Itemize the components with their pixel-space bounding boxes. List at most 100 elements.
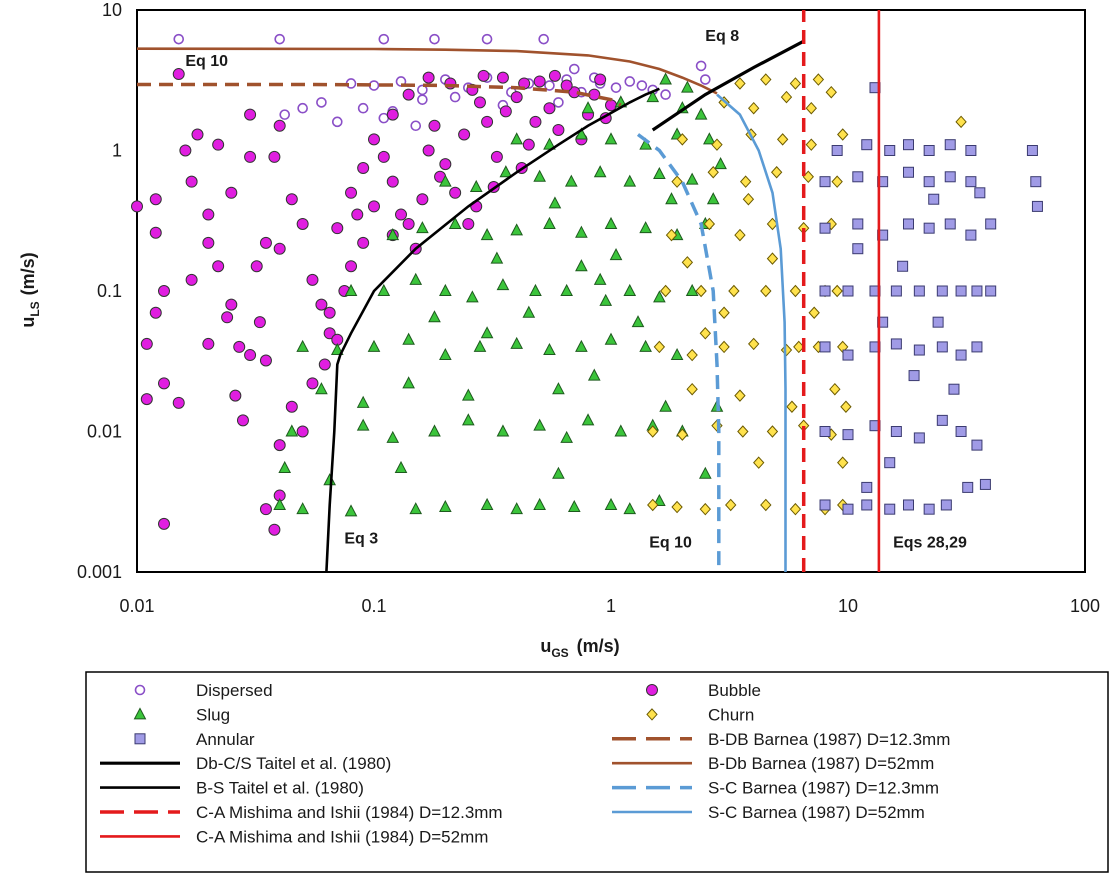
churn-point — [837, 128, 849, 141]
slug-point — [296, 502, 309, 515]
churn-point — [808, 306, 820, 320]
churn-point — [659, 284, 672, 298]
legend-label: S-C Barnea (1987) D=52mm — [708, 803, 925, 822]
y-tick-label: 0.1 — [97, 281, 122, 301]
dispersed-point — [378, 33, 390, 45]
x-tick-label: 10 — [838, 596, 858, 616]
slug-point — [416, 221, 429, 234]
slug-point — [344, 504, 358, 517]
slug-point — [646, 90, 660, 103]
annular-point — [890, 285, 902, 297]
y-axis-sub: LS — [28, 301, 42, 316]
dispersed-point — [636, 80, 648, 91]
slug-point — [285, 424, 299, 437]
slug-point — [533, 418, 546, 431]
churn-point — [718, 340, 730, 354]
bubble-point — [158, 517, 171, 530]
dispersed-point — [417, 94, 428, 105]
annular-point — [944, 171, 956, 183]
legend-item-b-db-barnea-1987-d-12-3mm: B-DB Barnea (1987) D=12.3mm — [612, 730, 950, 749]
bubble-point — [149, 226, 162, 239]
bubble-point — [244, 108, 257, 121]
annular-point — [955, 349, 967, 361]
bubble-point — [202, 337, 215, 350]
bubble-point — [268, 523, 281, 536]
slug-point — [623, 502, 637, 515]
slug-point — [510, 336, 524, 349]
slug-point — [604, 497, 618, 510]
bubble-point — [244, 150, 257, 163]
bubble-point — [323, 306, 336, 319]
dispersed-point — [331, 116, 343, 128]
churn-point — [789, 77, 802, 90]
annular-point — [974, 187, 986, 199]
bubble-point — [386, 175, 399, 188]
slug-point — [639, 339, 652, 352]
slug-point — [356, 395, 370, 408]
churn-point — [766, 425, 779, 438]
annular-point — [965, 145, 977, 156]
bubble-point — [221, 311, 234, 324]
slug-point — [609, 248, 623, 261]
legend-marker-annular — [134, 733, 146, 745]
annular-point — [971, 341, 983, 353]
slug-point — [377, 283, 391, 296]
annular-point — [842, 285, 854, 297]
slug-point — [428, 424, 441, 437]
bubble-point — [273, 242, 286, 255]
churn-point — [695, 284, 707, 298]
churn-point — [760, 73, 772, 86]
bubble-point — [225, 186, 238, 199]
slug-point — [560, 430, 573, 443]
bubble-point — [140, 393, 153, 406]
dispersed-point — [610, 82, 622, 93]
slug-point — [659, 72, 672, 85]
churn-point — [760, 498, 772, 512]
bubble-point — [244, 349, 257, 362]
slug-point — [714, 157, 727, 170]
bubble-point — [202, 236, 215, 249]
dispersed-point — [316, 97, 327, 108]
bubble-point — [179, 144, 192, 157]
legend-label: Dispersed — [196, 681, 273, 700]
annular-point — [819, 426, 831, 437]
bubble-point — [131, 200, 143, 213]
annular-point — [1030, 176, 1042, 188]
bubble-point — [477, 69, 490, 82]
annular-point — [1031, 200, 1043, 212]
slug-point — [698, 466, 712, 479]
slug-point — [473, 339, 487, 352]
data-points — [131, 33, 1043, 536]
legend-box — [85, 671, 1109, 873]
legend-label: Slug — [196, 705, 230, 724]
bubble-point — [306, 377, 319, 390]
dispersed-point — [660, 89, 671, 100]
churn-point — [789, 502, 802, 516]
line-b-db-barnea-1987-d-12-3mm — [137, 82, 622, 107]
slug-point — [665, 192, 678, 205]
bubble-point — [481, 115, 494, 128]
x-axis-main: u — [540, 636, 551, 656]
legend-label: Churn — [708, 705, 754, 724]
slug-point — [575, 339, 588, 352]
slug-point — [356, 418, 370, 431]
series-annular — [819, 82, 1043, 515]
dispersed-point — [279, 109, 291, 120]
churn-point — [699, 327, 711, 340]
slug-point — [439, 174, 452, 187]
bubble-point — [529, 115, 542, 128]
dispersed-point — [274, 33, 285, 45]
dispersed-point — [544, 80, 555, 91]
annular-point — [971, 285, 983, 297]
bubble-point — [449, 186, 462, 199]
bubble-point — [416, 193, 429, 206]
slug-point — [273, 497, 287, 510]
bubble-point — [185, 273, 198, 286]
churn-point — [737, 425, 749, 438]
bubble-point — [296, 217, 309, 230]
slug-point — [685, 283, 699, 296]
y-axis-unit: (m/s) — [18, 252, 38, 295]
bubble-point — [225, 298, 238, 311]
churn-point — [699, 502, 711, 516]
line-db-c-s-taitel-et-al-1980 — [651, 39, 805, 132]
